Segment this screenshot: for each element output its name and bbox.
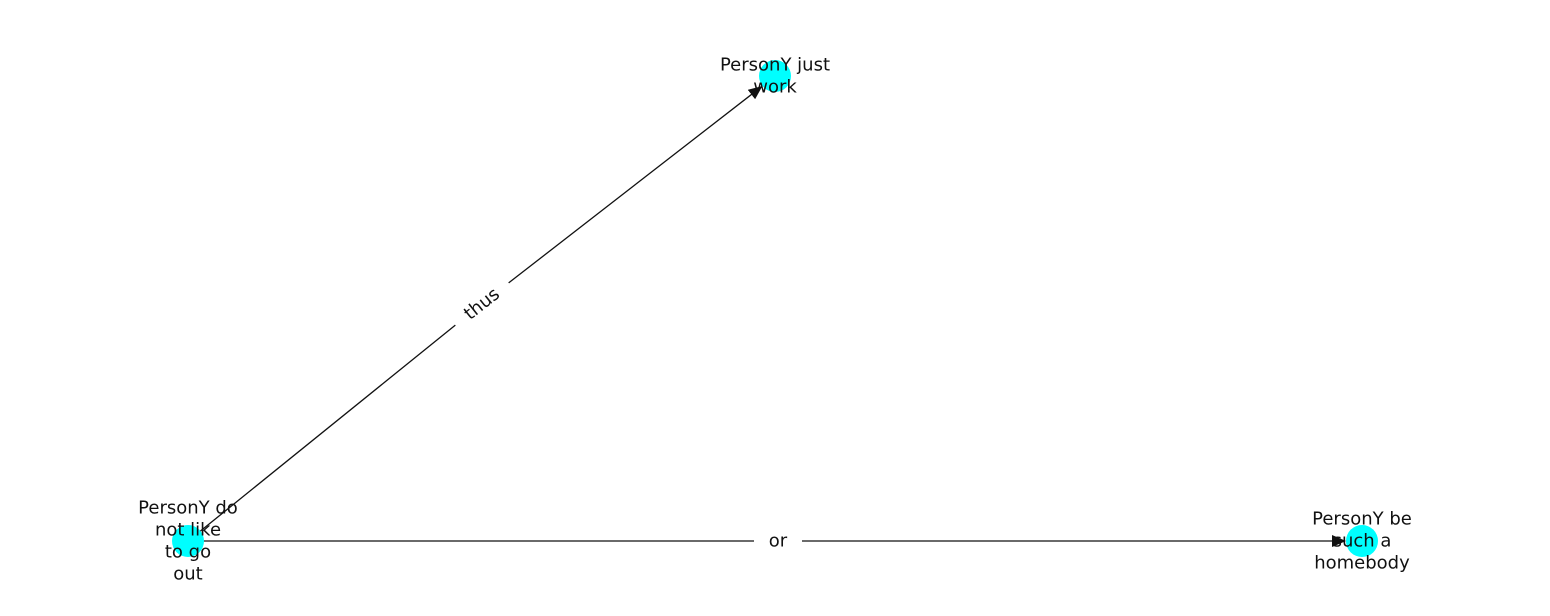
edge-n2-n1 (192, 85, 763, 538)
node-label-line: homebody (1314, 553, 1410, 574)
edges-layer (192, 85, 1346, 547)
node-label: PersonY just work (720, 55, 830, 98)
node-label-line: not like (155, 520, 221, 541)
node-label-line: out (173, 564, 202, 585)
node-n2[interactable] (172, 525, 204, 557)
nodes-layer (172, 60, 1378, 557)
node-label-line: PersonY just (720, 55, 830, 76)
node-label: PersonY be such a homebody (1312, 509, 1412, 574)
edge-label: thus (460, 284, 504, 325)
node-label-line: PersonY do (138, 498, 238, 519)
node-circle[interactable] (1346, 525, 1378, 557)
node-n1[interactable] (759, 60, 791, 92)
node-label-line: work (753, 77, 797, 98)
node-label-line: to go (165, 542, 211, 563)
node-circle[interactable] (172, 525, 204, 557)
edge-label: or (769, 531, 788, 552)
node-n3[interactable] (1346, 525, 1378, 557)
node-label-line: such a (1333, 531, 1392, 552)
node-label: PersonY do not like to go out (138, 498, 238, 585)
edge-line-segment (192, 324, 456, 538)
labels-layer: thus or PersonY just work PersonY do not like… (138, 55, 1412, 585)
node-label-line: PersonY be (1312, 509, 1412, 530)
node-circle[interactable] (759, 60, 791, 92)
edge-arrow-segment (508, 85, 763, 284)
